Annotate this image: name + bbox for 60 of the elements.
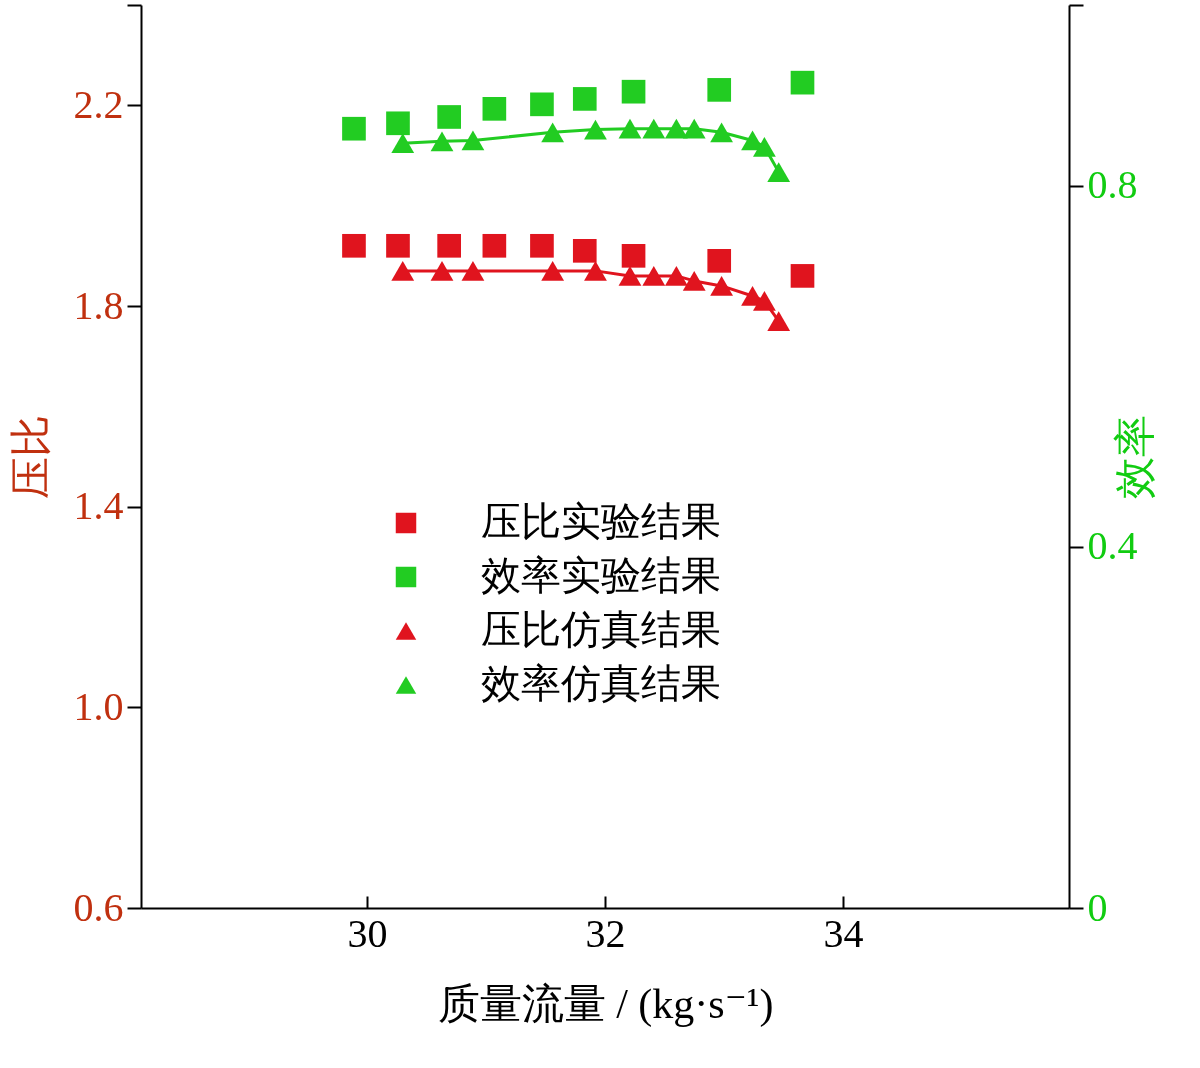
point	[430, 131, 454, 152]
point	[664, 118, 688, 139]
y2-tick-label: 0.4	[1087, 523, 1138, 569]
point	[707, 78, 732, 102]
point	[642, 266, 666, 286]
point	[682, 271, 706, 291]
point	[621, 79, 646, 104]
point	[461, 130, 485, 151]
point	[710, 276, 733, 296]
point	[664, 266, 688, 286]
point	[530, 92, 554, 117]
point	[430, 261, 454, 281]
point	[391, 261, 415, 281]
point	[461, 261, 485, 281]
y2-axis-title: 效率	[1111, 415, 1158, 499]
point	[541, 261, 565, 281]
point	[342, 233, 366, 258]
point	[572, 87, 597, 111]
point	[767, 162, 791, 182]
point	[790, 264, 815, 288]
point	[572, 238, 597, 263]
point	[753, 136, 776, 157]
legend-label: 效率实验结果	[481, 553, 721, 598]
point	[584, 119, 607, 140]
point	[342, 116, 366, 141]
x-tick-label: 34	[823, 910, 864, 956]
y2-tick-label: 0.8	[1087, 162, 1138, 208]
point	[707, 249, 732, 273]
point	[482, 233, 507, 258]
x-axis-title: 质量流量 / (kg·s⁻¹)	[437, 980, 774, 1028]
y-tick-label: 1.4	[73, 483, 124, 529]
point	[618, 266, 642, 286]
point	[710, 122, 733, 143]
point	[584, 261, 607, 281]
y-tick-label: 1.8	[73, 282, 124, 328]
legend-label: 压比仿真结果	[481, 607, 721, 652]
point	[386, 111, 410, 136]
point	[753, 291, 776, 311]
point	[767, 311, 791, 331]
point	[437, 233, 461, 258]
y-tick-label: 0.6	[73, 884, 124, 930]
point	[530, 233, 554, 258]
point	[621, 244, 646, 268]
point	[790, 70, 815, 95]
point	[482, 97, 507, 121]
point	[386, 233, 410, 258]
y2-tick-label: 0	[1087, 884, 1108, 930]
point	[642, 118, 666, 139]
x-tick-label: 30	[347, 910, 388, 956]
y-tick-label: 2.2	[73, 81, 124, 127]
legend-label: 压比实验结果	[481, 499, 721, 544]
point	[541, 122, 565, 143]
point	[618, 118, 642, 139]
point	[682, 118, 706, 139]
y-axis-title: 压比	[7, 415, 54, 499]
point	[391, 133, 415, 154]
y-tick-label: 1.0	[73, 683, 124, 729]
legend-label: 效率仿真结果	[481, 661, 721, 706]
x-tick-label: 32	[585, 910, 626, 956]
point	[437, 105, 461, 129]
